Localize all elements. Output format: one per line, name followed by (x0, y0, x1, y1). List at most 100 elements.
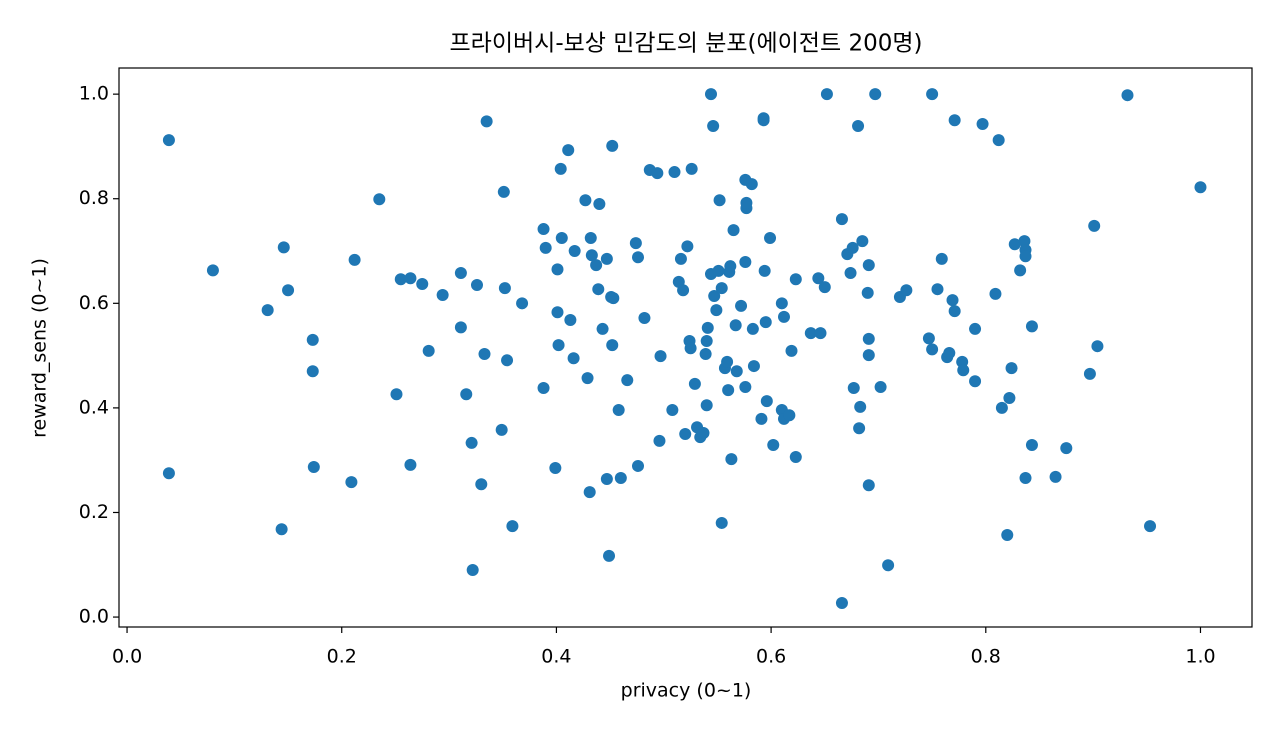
point (739, 256, 752, 269)
point (585, 249, 598, 262)
point (275, 523, 288, 536)
point (614, 471, 627, 484)
point (497, 185, 510, 198)
point (592, 283, 605, 296)
point (745, 178, 758, 191)
point (926, 88, 939, 101)
y-tick-label: 0.2 (79, 501, 109, 523)
point (593, 197, 606, 210)
point (206, 264, 219, 277)
point (946, 294, 959, 307)
point (516, 297, 529, 310)
point (869, 88, 882, 101)
point (862, 479, 875, 492)
point (1144, 520, 1157, 533)
point (699, 348, 712, 361)
point (666, 403, 679, 416)
point (948, 114, 961, 127)
point (562, 144, 575, 157)
point (685, 162, 698, 175)
point (853, 422, 866, 435)
point (1060, 442, 1073, 455)
point (789, 451, 802, 464)
point (989, 287, 1002, 300)
point (651, 167, 664, 180)
point (943, 346, 956, 359)
point (992, 134, 1005, 147)
point (583, 486, 596, 499)
y-tick-label: 0.6 (79, 292, 109, 314)
point (755, 412, 768, 425)
point (551, 263, 564, 276)
point (715, 282, 728, 295)
point (632, 459, 645, 472)
point (721, 355, 734, 368)
point (957, 364, 970, 377)
point (1008, 238, 1021, 251)
point (764, 231, 777, 244)
point (638, 311, 651, 324)
point (697, 426, 710, 439)
point (708, 289, 721, 302)
point (688, 377, 701, 390)
point (1019, 250, 1032, 263)
point (712, 264, 725, 277)
point (564, 314, 577, 327)
point (757, 114, 770, 127)
point (1003, 391, 1016, 404)
y-axis-label: reward_sens (0~1) (29, 258, 51, 438)
point (668, 166, 681, 179)
point (948, 305, 961, 318)
point (1091, 340, 1104, 353)
plot-frame (118, 67, 1253, 628)
x-tick-label: 0.4 (541, 646, 571, 668)
chart-title: 프라이버시-보상 민감도의 분포(에이전트 200명) (450, 31, 923, 57)
point (470, 279, 483, 292)
x-tick-label: 1.0 (1185, 646, 1215, 668)
point (306, 333, 319, 346)
point (746, 322, 759, 335)
point (654, 350, 667, 363)
point (856, 235, 869, 248)
point (162, 134, 175, 147)
point (804, 327, 817, 340)
point (436, 288, 449, 301)
point (727, 224, 740, 237)
point (740, 196, 753, 209)
y-tick-label: 0.4 (79, 396, 109, 418)
point (568, 245, 581, 258)
point (600, 252, 613, 265)
point (162, 467, 175, 480)
point (844, 266, 857, 279)
point (900, 284, 913, 297)
point (1014, 264, 1027, 277)
point (404, 458, 417, 471)
point (603, 549, 616, 562)
point (729, 319, 742, 332)
point (854, 400, 867, 413)
point (1025, 439, 1038, 452)
point (1025, 320, 1038, 333)
point (1049, 470, 1062, 483)
point (579, 194, 592, 207)
point (1005, 362, 1018, 375)
point (261, 304, 274, 317)
point (677, 284, 690, 297)
point (715, 516, 728, 529)
point (1083, 367, 1096, 380)
y-tick-label: 0.0 (79, 606, 109, 628)
point (551, 306, 564, 319)
point (390, 388, 403, 401)
point (710, 304, 723, 317)
point (475, 478, 488, 491)
point (306, 365, 319, 378)
point (747, 360, 760, 373)
point (760, 395, 773, 408)
point (783, 409, 796, 422)
point (1001, 528, 1014, 541)
point (506, 520, 519, 533)
point (537, 382, 550, 395)
y-tick-label: 1.0 (79, 83, 109, 105)
point (629, 237, 642, 250)
